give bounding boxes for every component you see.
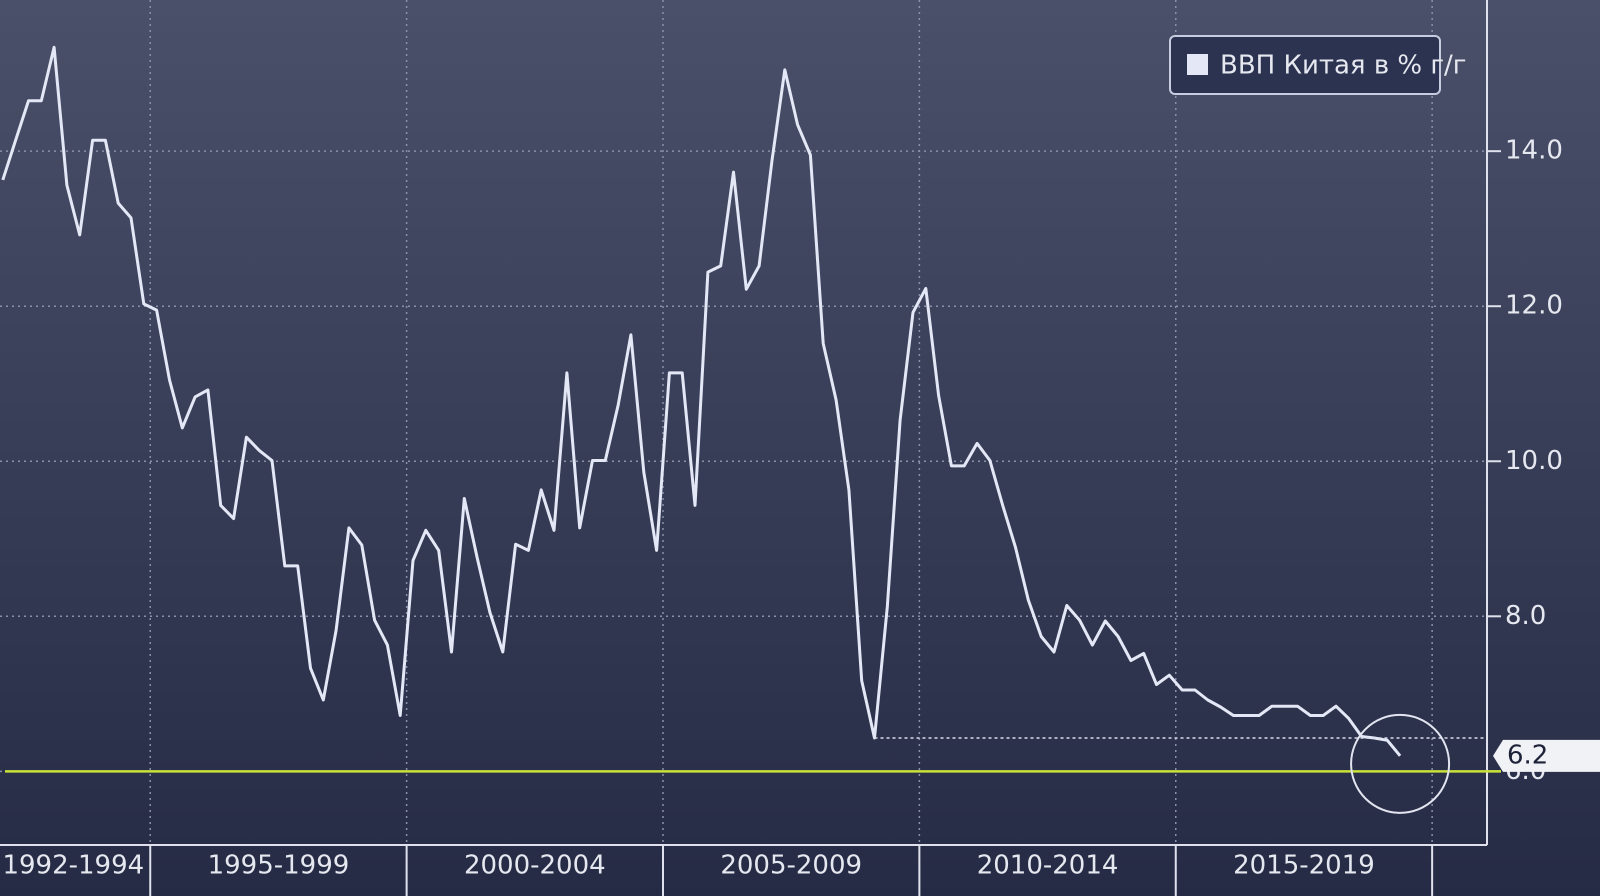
x-period-label: 2000-2004 bbox=[464, 851, 606, 881]
y-tick-label: 12.0 bbox=[1505, 291, 1563, 321]
x-period-label: 1992-1994 bbox=[2, 851, 144, 881]
legend-box bbox=[1169, 35, 1441, 95]
highlight-circle bbox=[1350, 713, 1451, 814]
legend-label: ВВП Китая в % г/г bbox=[1220, 51, 1466, 81]
y-tick-label: 8.0 bbox=[1505, 601, 1546, 631]
series-line bbox=[1, 45, 1402, 757]
y-tick-label: 14.0 bbox=[1505, 136, 1563, 166]
x-period-label: 2010-2014 bbox=[977, 851, 1119, 881]
legend-swatch bbox=[1187, 54, 1208, 75]
x-period-label: 1995-1999 bbox=[208, 851, 350, 881]
x-period-label: 2005-2009 bbox=[720, 851, 862, 881]
x-period-label: 2015-2019 bbox=[1233, 851, 1375, 881]
y-tick-label: 10.0 bbox=[1505, 446, 1563, 476]
last-value-box bbox=[1493, 739, 1600, 772]
last-value-label: 6.2 bbox=[1507, 740, 1548, 770]
